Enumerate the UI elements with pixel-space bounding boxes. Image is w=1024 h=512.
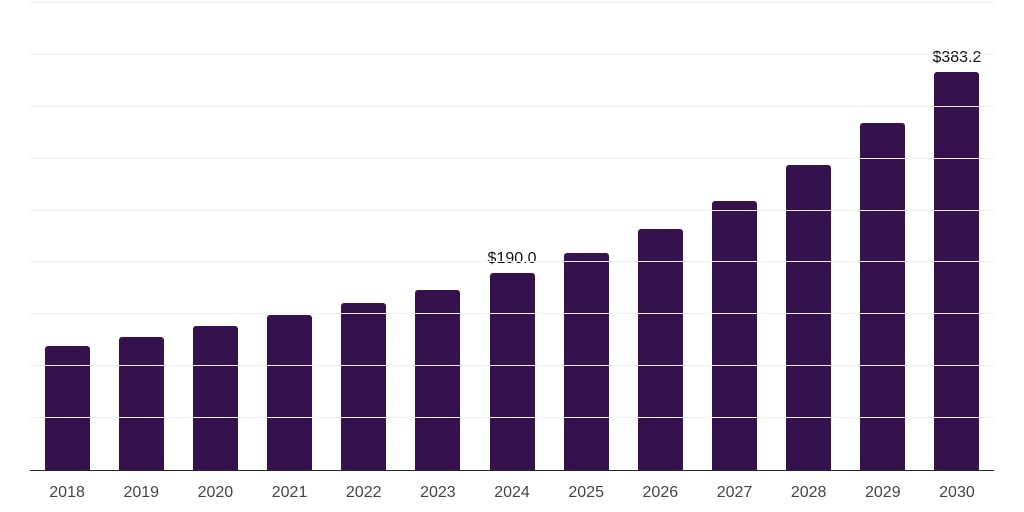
bar-slot xyxy=(104,3,178,470)
x-tick-label-2024: 2024 xyxy=(494,484,530,501)
bar-slot xyxy=(401,3,475,470)
gridline-450 xyxy=(30,2,994,3)
gridline-400 xyxy=(30,53,994,55)
bar-2023[interactable] xyxy=(415,290,461,470)
gridline-50 xyxy=(30,417,994,419)
bar-2029[interactable] xyxy=(860,122,906,470)
bar-slot xyxy=(252,3,326,470)
x-tick-label-2022: 2022 xyxy=(345,484,382,501)
bar-slot xyxy=(30,3,104,470)
x-tick-label-2019: 2019 xyxy=(123,484,160,501)
x-tick-label-2029: 2029 xyxy=(865,484,901,501)
bar-2021[interactable] xyxy=(267,314,313,470)
bar-2022[interactable] xyxy=(341,303,387,470)
x-axis-labels: 2018 2019 2020 2021 2022 2023 2024 2025 2026 2027… xyxy=(30,471,994,512)
gridline-150 xyxy=(30,313,994,315)
bar-slot: $190.0 xyxy=(475,3,549,470)
x-tick-label-2026: 2026 xyxy=(642,484,679,501)
bar-value-label: $190.0 xyxy=(487,249,537,267)
bar-2030[interactable]: $383.2 xyxy=(932,50,981,470)
bar-slot: $383.2 xyxy=(920,3,994,470)
x-tick-label-2018: 2018 xyxy=(49,484,85,501)
x-tick-label-2020: 2020 xyxy=(197,484,234,501)
gridline-250 xyxy=(30,209,994,211)
bar-2020[interactable] xyxy=(192,326,238,470)
x-tick-label-2023: 2023 xyxy=(420,484,456,501)
bar-2026[interactable] xyxy=(637,228,683,470)
bar-2028[interactable] xyxy=(786,164,832,470)
bar-2018[interactable] xyxy=(44,346,90,470)
gridline-200 xyxy=(30,261,994,263)
bar-slot xyxy=(846,3,920,470)
x-tick-label-2021: 2021 xyxy=(271,484,308,501)
bar-2019[interactable] xyxy=(118,336,164,470)
x-tick-label-2027: 2027 xyxy=(716,484,753,501)
gridline-100 xyxy=(30,365,994,367)
bar-slot xyxy=(327,3,401,470)
bar-slot xyxy=(772,3,846,470)
bar-slot xyxy=(697,3,771,470)
bar-slot xyxy=(623,3,697,470)
bar-value-label: $383.2 xyxy=(932,49,982,67)
bar-2025[interactable] xyxy=(563,252,609,470)
x-tick-label-2025: 2025 xyxy=(568,484,604,501)
bar-2027[interactable] xyxy=(711,200,757,470)
gridline-350 xyxy=(30,105,994,107)
bar-slot xyxy=(549,3,623,470)
x-tick-label-2030: 2030 xyxy=(939,484,975,501)
x-tick-label-2028: 2028 xyxy=(790,484,827,501)
gridline-300 xyxy=(30,157,994,159)
bars-row: $190.0 $383.2 xyxy=(30,3,994,470)
plot-area: $190.0 $383.2 xyxy=(30,2,994,471)
bar-slot xyxy=(178,3,252,470)
bar-2024[interactable]: $190.0 xyxy=(488,250,536,470)
